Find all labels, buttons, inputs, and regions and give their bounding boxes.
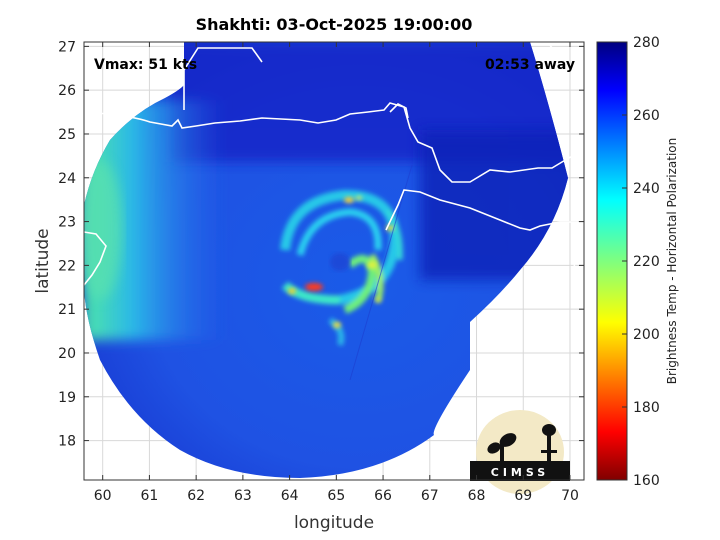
logo-tower-icon (541, 424, 557, 462)
y-ticks: 18 19 20 21 22 23 24 25 26 27 (58, 39, 584, 450)
y-tick-label: 27 (58, 39, 76, 55)
time-away-annotation: 02:53 away (485, 57, 575, 73)
colorbar-tick-label: 160 (633, 473, 660, 489)
y-tick-label: 21 (58, 302, 76, 318)
colorbar-tick-label: 200 (633, 327, 660, 343)
colorbar-label: Brightness Temp - Horizontal Polarizatio… (665, 138, 679, 385)
x-tick-label: 70 (561, 488, 579, 504)
x-tick-label: 65 (327, 488, 345, 504)
x-tick-label: 67 (421, 488, 439, 504)
logo-band (470, 461, 570, 481)
colorbar-ticks: 160 180 200 220 240 260 280 (622, 35, 660, 489)
colorbar: 160 180 200 220 240 260 280 Brightness Temp - … (596, 35, 679, 489)
vmax-annotation: Vmax: 51 kts (94, 57, 197, 73)
x-tick-label: 60 (94, 488, 112, 504)
x-tick-label: 66 (374, 488, 392, 504)
y-tick-label: 23 (58, 215, 76, 231)
cimss-logo: CIMSS (470, 410, 570, 494)
x-tick-label: 63 (234, 488, 252, 504)
colorbar-tick-label: 280 (633, 35, 660, 51)
y-axis-label: latitude (33, 228, 53, 293)
y-tick-label: 19 (58, 390, 76, 406)
y-tick-label: 22 (58, 258, 76, 274)
y-tick-label: 25 (58, 127, 76, 143)
colorbar-tick-label: 220 (633, 254, 660, 270)
colorbar-tick-label: 260 (633, 108, 660, 124)
colorbar-tick-label: 180 (633, 400, 660, 416)
x-tick-label: 62 (187, 488, 205, 504)
x-tick-label: 69 (514, 488, 532, 504)
x-ticks: 60 61 62 63 64 65 66 67 68 69 70 (94, 42, 579, 504)
y-tick-label: 18 (58, 434, 76, 450)
x-tick-label: 68 (468, 488, 486, 504)
coastlines (84, 42, 584, 313)
axes-frame (83, 41, 585, 481)
chart-title: Shakhti: 03-Oct-2025 19:00:00 (196, 15, 473, 34)
logo-dish-icon (487, 433, 517, 462)
x-tick-label: 64 (281, 488, 299, 504)
y-tick-label: 26 (58, 83, 76, 99)
y-tick-label: 20 (58, 346, 76, 362)
y-tick-label: 24 (58, 171, 76, 187)
colorbar-tick-label: 240 (633, 181, 660, 197)
logo-text: CIMSS (491, 466, 549, 479)
x-axis-label: longitude (294, 513, 374, 533)
x-tick-label: 61 (141, 488, 159, 504)
